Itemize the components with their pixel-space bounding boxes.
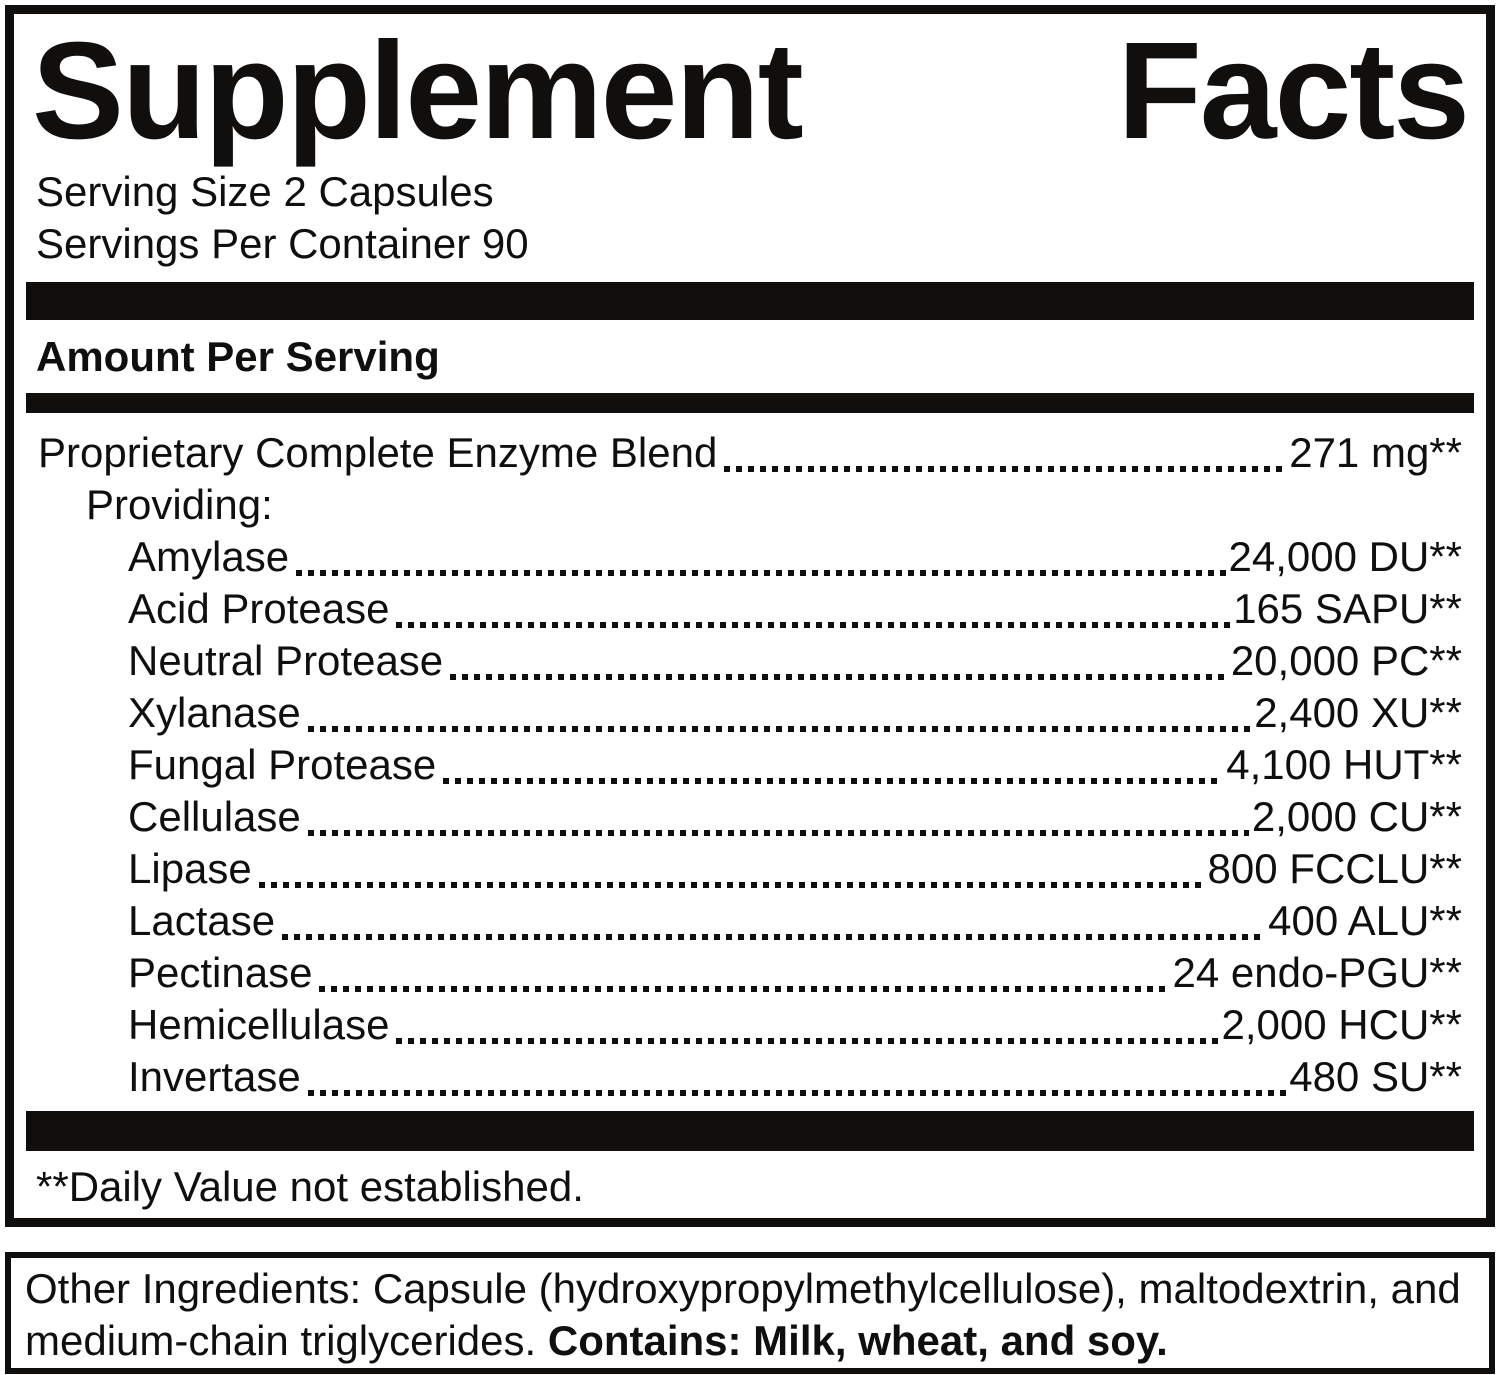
dot-leader [396,622,1231,628]
enzyme-row-xylanase: Xylanase 2,400 XU** [38,687,1462,739]
providing-row: Providing: [38,479,1462,531]
blend-name: Proprietary Complete Enzyme Blend [38,429,718,476]
enzyme-name: Amylase [128,533,290,580]
servings-per-container: Servings Per Container 90 [36,220,529,267]
enzyme-amount: 2,400 XU** [1254,689,1462,736]
dot-leader [319,986,1170,992]
dot-leader [450,674,1228,680]
enzyme-row-fungal-protease: Fungal Protease 4,100 HUT** [38,739,1462,791]
enzyme-row-invertase: Invertase 480 SU** [38,1051,1462,1103]
dot-leader [396,1038,1219,1044]
other-ingredients-text: Other Ingredients: Capsule (hydroxypropy… [25,1265,1461,1364]
contains-statement: Contains: Milk, wheat, and soy. [547,1317,1168,1364]
enzyme-row-neutral-protease: Neutral Protease 20,000 PC** [38,635,1462,687]
enzyme-name: Lipase [128,845,252,892]
enzyme-amount: 2,000 CU** [1251,793,1462,840]
blend-row: Proprietary Complete Enzyme Blend 271 mg… [38,427,1462,479]
dot-leader [282,934,1266,940]
supplement-facts-panel: Supplement Facts Serving Size 2 Capsules… [5,5,1495,1227]
enzyme-row-pectinase: Pectinase 24 endo-PGU** [38,947,1462,999]
dot-leader [258,882,1205,888]
panel-title: Supplement Facts [32,14,1470,168]
serving-size: Serving Size 2 Capsules [36,168,494,215]
divider-bar-thin [26,393,1474,413]
enzyme-amount: 400 ALU** [1268,897,1462,944]
serving-info: Serving Size 2 Capsules Servings Per Con… [14,166,1486,270]
enzyme-name: Xylanase [128,689,301,736]
enzyme-row-amylase: Amylase 24,000 DU** [38,531,1462,583]
enzyme-name: Lactase [128,897,276,944]
enzyme-name: Pectinase [128,949,313,996]
amount-per-serving-heading: Amount Per Serving [36,333,440,380]
enzyme-amount: 480 SU** [1289,1053,1462,1100]
enzyme-name: Acid Protease [128,585,390,632]
dot-leader [724,466,1287,472]
enzyme-amount: 165 SAPU** [1233,585,1462,632]
enzyme-amount: 24,000 DU** [1228,533,1462,580]
enzyme-amount: 800 FCCLU** [1207,845,1462,892]
nutrient-rows: Proprietary Complete Enzyme Blend 271 mg… [38,427,1462,1103]
providing-label: Providing: [86,481,273,528]
divider-bar-thick [26,282,1474,320]
footnote-daily-value: **Daily Value not established. [36,1163,584,1210]
enzyme-name: Neutral Protease [128,637,444,684]
enzyme-row-acid-protease: Acid Protease 165 SAPU** [38,583,1462,635]
enzyme-row-lactase: Lactase 400 ALU** [38,895,1462,947]
dot-leader [307,1090,1287,1096]
dot-leader [296,570,1226,576]
enzyme-amount: 2,000 HCU** [1221,1001,1462,1048]
enzyme-amount: 24 endo-PGU** [1172,949,1462,996]
dot-leader [307,830,1249,836]
divider-bar-footer [26,1111,1474,1151]
enzyme-amount: 20,000 PC** [1230,637,1462,684]
dot-leader [443,778,1224,784]
enzyme-name: Hemicellulase [128,1001,390,1048]
enzyme-row-lipase: Lipase 800 FCCLU** [38,843,1462,895]
other-ingredients-box: Other Ingredients: Capsule (hydroxypropy… [5,1252,1495,1374]
enzyme-name: Invertase [128,1053,301,1100]
dot-leader [307,726,1252,732]
enzyme-row-cellulase: Cellulase 2,000 CU** [38,791,1462,843]
enzyme-row-hemicellulase: Hemicellulase 2,000 HCU** [38,999,1462,1051]
enzyme-name: Fungal Protease [128,741,437,788]
blend-amount: 271 mg** [1289,429,1462,476]
enzyme-amount: 4,100 HUT** [1226,741,1462,788]
enzyme-name: Cellulase [128,793,301,840]
